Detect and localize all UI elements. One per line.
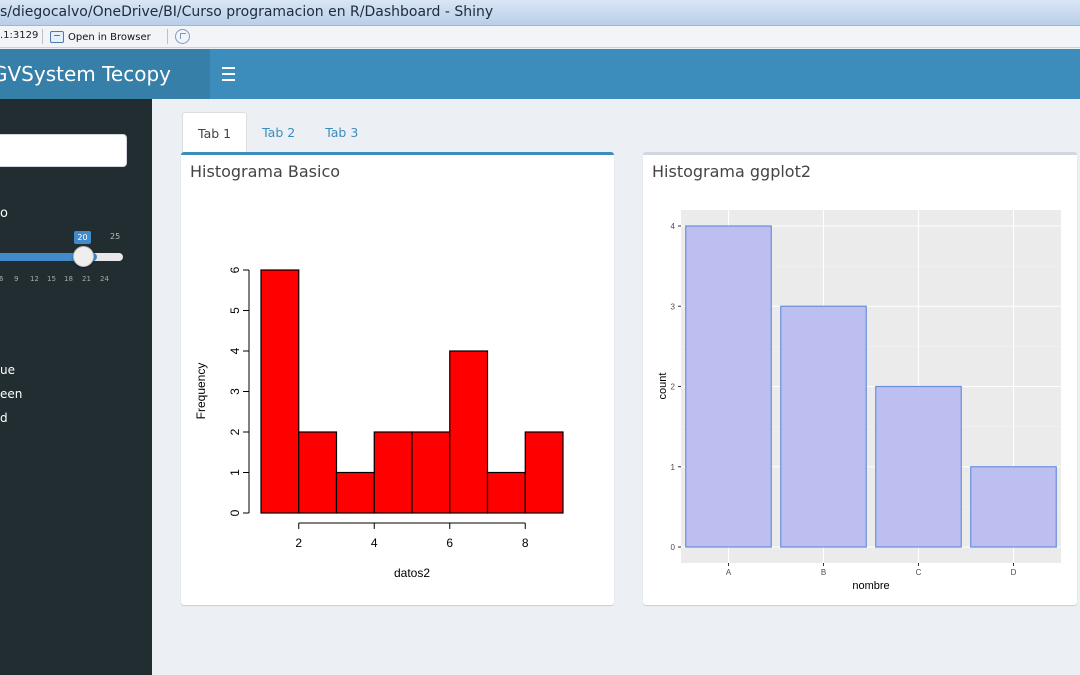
toolbar-separator <box>167 29 168 44</box>
x-tick-label: 4 <box>371 536 378 550</box>
bar <box>685 225 772 548</box>
slider-track[interactable] <box>0 253 123 261</box>
y-tick-label: 2 <box>671 383 676 392</box>
y-axis-label: Frequency <box>194 363 208 420</box>
y-tick-label: 1 <box>228 469 242 476</box>
x-tick-label: D <box>1011 568 1017 577</box>
slider-tick-label: 24 <box>100 275 109 283</box>
y-tick-label: 3 <box>228 388 242 395</box>
dashboard-header: GVSystem Tecopy <box>0 49 1080 99</box>
x-axis-label: nombre <box>852 580 889 592</box>
toolbar-separator <box>42 29 43 44</box>
slider-handle[interactable] <box>73 246 94 267</box>
slider-fill <box>0 253 98 261</box>
histogram-bar <box>260 269 300 514</box>
x-tick-label: 8 <box>522 536 529 550</box>
x-tick-label: C <box>916 568 922 577</box>
y-tick-label: 5 <box>228 307 242 314</box>
histogram-basic-title: Histograma Basico <box>190 162 341 181</box>
slider-tick-label: 6 <box>0 275 4 283</box>
y-tick-label: 4 <box>671 222 676 231</box>
browser-window-icon <box>50 31 64 43</box>
sidebar-text-input[interactable] <box>0 134 127 167</box>
slider-label: o <box>0 206 8 221</box>
slider-tick-label: 18 <box>64 275 73 283</box>
bar <box>780 305 867 548</box>
histogram-bar <box>411 431 451 514</box>
sidebar: o 20 25 6 9 12 15 18 21 24 ue een d <box>0 99 152 675</box>
y-tick-label: 0 <box>671 543 676 552</box>
y-tick-label: 0 <box>228 509 242 516</box>
histogram-bar <box>335 471 375 514</box>
y-tick-label: 1 <box>671 463 676 472</box>
slider-value-badge: 20 <box>74 231 91 244</box>
slider-tick-label: 9 <box>14 275 19 283</box>
hamburger-icon-line <box>222 73 235 75</box>
hamburger-icon <box>222 67 235 69</box>
histogram-bar <box>524 431 564 514</box>
brand-logo[interactable]: GVSystem Tecopy <box>0 49 210 99</box>
y-tick-label: 6 <box>228 266 242 273</box>
y-tick-label: 2 <box>228 428 242 435</box>
refresh-icon[interactable] <box>175 29 190 44</box>
hamburger-icon-line <box>222 79 235 81</box>
x-tick-label: B <box>821 568 826 577</box>
y-tick-label: 3 <box>671 302 676 311</box>
window-title-bar: s/diegocalvo/OneDrive/BI/Curso programac… <box>0 0 1080 26</box>
slider-tick-labels: 6 9 12 15 18 21 24 <box>0 275 119 285</box>
bar <box>875 385 962 548</box>
histogram-basic-box: Histograma Basico 2 4 6 8 0 1 2 3 4 5 6 datos2 Frequ… <box>181 152 614 605</box>
histogram-bar <box>373 431 413 514</box>
sidebar-toggle-button[interactable] <box>222 63 242 85</box>
x-tick-label: A <box>726 568 732 577</box>
histogram-ggplot-box: Histograma ggplot2 A B C D 0 1 2 3 4 nombre count <box>643 152 1077 605</box>
radio-item-blue[interactable]: ue <box>0 363 15 377</box>
x-tick-label: 6 <box>446 536 453 550</box>
tab-2[interactable]: Tab 2 <box>262 125 296 140</box>
window-title: s/diegocalvo/OneDrive/BI/Curso programac… <box>0 4 494 20</box>
main-content: Tab 1 Tab 2 Tab 3 Histograma Basico 2 4 6 8… <box>152 99 1080 675</box>
histogram-bar <box>486 471 526 514</box>
tab-1[interactable]: Tab 1 <box>182 112 248 153</box>
histogram-bar <box>449 350 489 514</box>
radio-item-green[interactable]: een <box>0 387 23 401</box>
x-axis-label: datos2 <box>394 566 430 580</box>
y-axis-label: count <box>657 373 669 400</box>
radio-item-red[interactable]: d <box>0 411 8 425</box>
open-in-browser-label: Open in Browser <box>68 31 151 43</box>
slider-tick-label: 12 <box>30 275 39 283</box>
histogram-ggplot-title: Histograma ggplot2 <box>652 162 812 181</box>
slider-max-label: 25 <box>110 232 121 241</box>
slider-tick-label: 15 <box>47 275 56 283</box>
tab-3[interactable]: Tab 3 <box>325 125 359 140</box>
histogram-ggplot-chart: A B C D 0 1 2 3 4 nombre count <box>657 210 1061 592</box>
x-tick-label: 2 <box>295 536 302 550</box>
tab-bar: Tab 1 Tab 2 Tab 3 <box>182 112 373 153</box>
address-label: .1:3129 <box>0 30 39 41</box>
viewer-toolbar: .1:3129 Open in Browser <box>0 26 1080 48</box>
histogram-basic-chart: 2 4 6 8 0 1 2 3 4 5 6 datos2 Frequency <box>194 266 564 580</box>
open-in-browser-button[interactable]: Open in Browser <box>50 28 151 46</box>
bar <box>970 466 1057 548</box>
histogram-bar <box>298 431 338 514</box>
brand-title: GVSystem Tecopy <box>0 62 172 86</box>
slider-tick-label: 21 <box>82 275 91 283</box>
y-tick-label: 4 <box>228 347 242 354</box>
